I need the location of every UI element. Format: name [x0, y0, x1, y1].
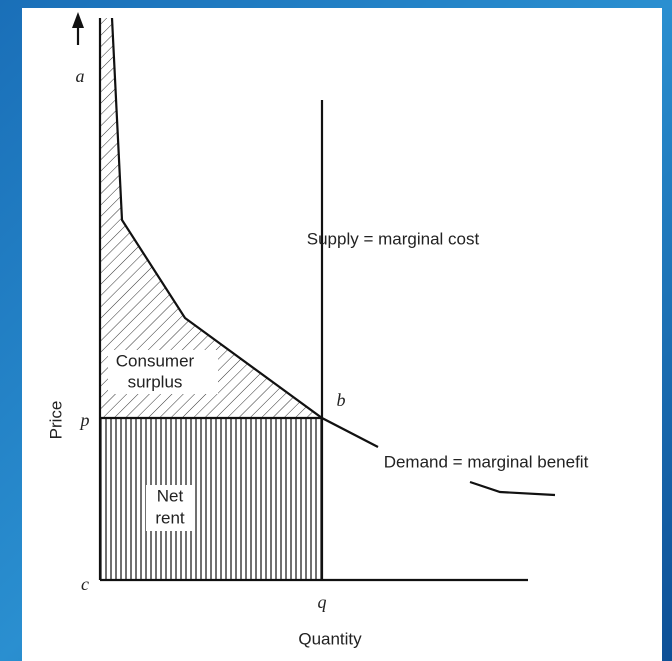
- demand-label: Demand = marginal benefit: [384, 452, 589, 471]
- consumer-surplus-label: surplus: [128, 372, 183, 391]
- label-a: a: [76, 66, 85, 86]
- label-p: p: [79, 410, 90, 430]
- consumer-surplus-area: [100, 18, 322, 418]
- net-rent-label: Net: [157, 486, 184, 505]
- net-rent-area: [100, 418, 322, 580]
- y-arrowhead: [72, 12, 84, 28]
- label-b: b: [337, 390, 346, 410]
- label-q: q: [318, 592, 327, 612]
- label-bg: [108, 350, 218, 394]
- supply-label: Supply = marginal cost: [307, 229, 480, 248]
- consumer-surplus-label: Consumer: [116, 351, 195, 370]
- demand-curve: [110, 17, 379, 448]
- demand-curve-tail: [469, 480, 556, 497]
- y-axis-label: Price: [46, 401, 65, 440]
- x-axis-label: Quantity: [298, 629, 362, 648]
- net-rent-label: rent: [155, 508, 185, 527]
- label-c: c: [81, 574, 89, 594]
- label-bg: [146, 485, 194, 531]
